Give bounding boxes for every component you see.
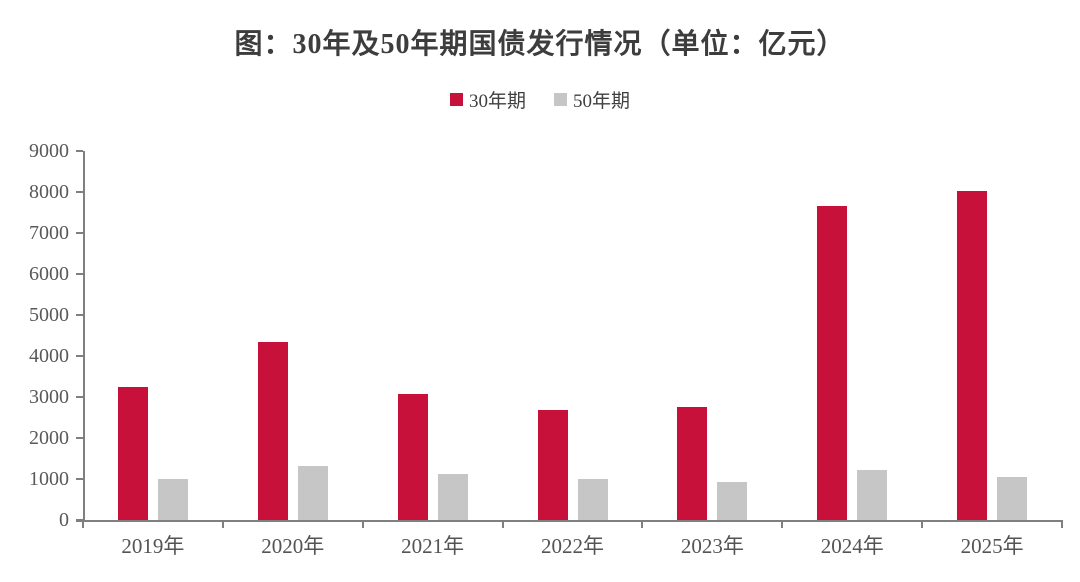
bar-50yr-2023年 <box>717 482 748 520</box>
y-axis-tick-label: 8000 <box>29 181 69 203</box>
chart-title: 图：30年及50年期国债发行情况（单位：亿元） <box>234 29 846 60</box>
y-axis-tick-label: 0 <box>59 509 69 531</box>
y-axis-tick-label: 5000 <box>29 304 69 326</box>
legend: 30年期 50年期 <box>0 86 1080 113</box>
y-tick-mark <box>76 519 83 521</box>
y-axis-tick-label: 3000 <box>29 386 69 408</box>
y-tick-mark <box>76 273 83 275</box>
x-tick-mark <box>221 520 224 528</box>
bar-30yr-2022年 <box>537 410 568 520</box>
y-tick-mark <box>76 355 83 357</box>
x-tick-mark <box>361 520 364 528</box>
bar-30yr-2023年 <box>677 406 708 520</box>
x-tick-mark <box>641 520 644 528</box>
y-axis-tick-label: 4000 <box>29 345 69 367</box>
y-tick-mark <box>76 437 83 439</box>
x-axis-label: 2019年 <box>121 534 185 558</box>
y-tick-mark <box>76 191 83 193</box>
x-tick-mark <box>1061 520 1063 528</box>
legend-swatch-50yr-icon <box>554 93 567 106</box>
y-tick-mark <box>76 478 83 480</box>
bar-30yr-2021年 <box>397 394 428 520</box>
x-axis-label: 2023年 <box>680 534 744 558</box>
y-tick-mark <box>76 232 83 234</box>
bar-30yr-2025年 <box>957 191 988 520</box>
x-axis-label: 2025年 <box>960 534 1024 558</box>
x-axis-label: 2020年 <box>261 534 325 558</box>
y-tick-mark <box>76 396 83 398</box>
y-axis-tick-label: 2000 <box>29 427 69 449</box>
y-axis-tick-label: 7000 <box>29 222 69 244</box>
y-axis-tick-label: 1000 <box>29 468 69 490</box>
x-tick-mark <box>501 520 504 528</box>
x-tick-mark <box>82 520 84 528</box>
x-axis-label: 2022年 <box>541 534 604 558</box>
bar-30yr-2020年 <box>257 342 288 520</box>
bar-50yr-2020年 <box>297 465 328 520</box>
x-axis-label: 2024年 <box>820 534 884 558</box>
y-axis-line <box>83 151 85 520</box>
bar-30yr-2024年 <box>817 205 848 520</box>
y-axis-tick-label: 6000 <box>29 263 69 285</box>
bar-30yr-2019年 <box>117 386 148 520</box>
x-tick-mark <box>921 520 924 528</box>
legend-label-50yr: 50年期 <box>573 91 631 112</box>
legend-item-50yr: 50年期 <box>554 86 630 113</box>
x-tick-mark <box>781 520 784 528</box>
bar-50yr-2024年 <box>857 469 888 520</box>
bar-50yr-2021年 <box>437 473 468 520</box>
bar-50yr-2025年 <box>997 477 1028 520</box>
x-axis-line <box>76 520 1062 522</box>
y-tick-mark <box>76 314 83 316</box>
bar-50yr-2022年 <box>577 479 608 520</box>
y-tick-mark <box>76 150 83 152</box>
x-axis-label: 2021年 <box>401 534 465 558</box>
legend-item-30yr: 30年期 <box>449 86 526 113</box>
legend-label-30yr: 30年期 <box>468 91 526 112</box>
legend-swatch-30yr-icon <box>449 93 463 106</box>
bar-50yr-2019年 <box>157 479 188 520</box>
y-axis-tick-label: 9000 <box>29 140 69 162</box>
